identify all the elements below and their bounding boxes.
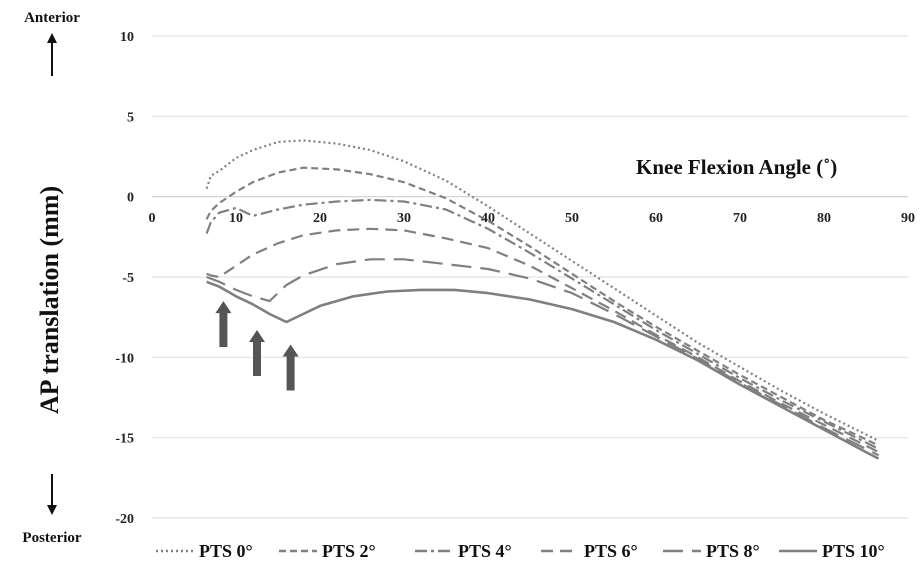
anterior-label: Anterior <box>24 10 80 26</box>
y-tick-label: -20 <box>115 512 134 527</box>
legend: PTS 0° PTS 2° PTS 4° PTS 6° PTS 8° PTS 10° <box>156 541 885 561</box>
x-tick-label: 0 <box>149 211 156 226</box>
arrow-marker-icon <box>215 301 232 348</box>
y-axis-label: AP translation (mm) <box>35 186 64 414</box>
series-line <box>205 139 880 442</box>
x-tick-label: 50 <box>565 211 579 226</box>
arrow-marker-icon <box>282 344 299 391</box>
arrow-marker-icon <box>249 330 265 377</box>
up-arrow-icon <box>47 33 57 76</box>
legend-label: PTS 2° <box>322 541 376 561</box>
x-tick-label: 90 <box>901 211 915 226</box>
series-line <box>205 166 880 447</box>
y-tick-label: -10 <box>115 351 134 366</box>
x-tick-label: 20 <box>313 211 327 226</box>
legend-label: PTS 0° <box>199 541 253 561</box>
x-tick-label: 30 <box>397 211 411 226</box>
x-axis-label: Knee Flexion Angle (˚) <box>636 155 837 179</box>
y-tick-labels: 10 5 0 -5 -10 -15 -20 <box>115 30 134 527</box>
series-line <box>206 258 880 457</box>
legend-label: PTS 8° <box>706 541 760 561</box>
gridlines <box>152 35 908 519</box>
series-line <box>206 227 880 454</box>
series-lines <box>205 139 880 460</box>
arrow-markers <box>215 301 299 391</box>
x-tick-label: 70 <box>733 211 747 226</box>
x-tick-label: 80 <box>817 211 831 226</box>
legend-label: PTS 4° <box>458 541 512 561</box>
y-tick-label: -15 <box>115 432 134 447</box>
x-tick-label: 10 <box>229 211 243 226</box>
legend-label: PTS 6° <box>584 541 638 561</box>
y-tick-label: 10 <box>120 30 134 45</box>
y-tick-label: 5 <box>127 110 134 125</box>
posterior-label: Posterior <box>22 530 81 546</box>
series-line <box>206 280 880 460</box>
down-arrow-icon <box>47 474 57 515</box>
y-tick-label: -5 <box>122 271 134 286</box>
legend-label: PTS 10° <box>822 541 885 561</box>
x-tick-label: 60 <box>649 211 663 226</box>
series-line <box>205 198 880 450</box>
y-tick-label: 0 <box>127 191 134 206</box>
